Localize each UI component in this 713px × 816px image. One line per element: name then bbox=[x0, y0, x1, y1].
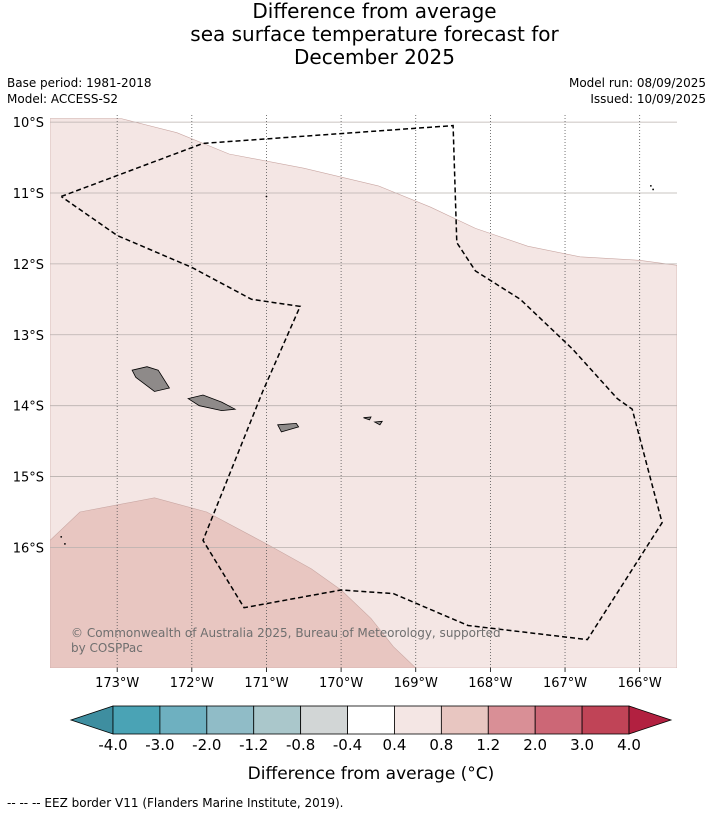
islet-dot bbox=[60, 535, 63, 538]
islet-dot bbox=[64, 543, 66, 545]
lon-tick-label: 166°W bbox=[618, 676, 662, 691]
colorbar-extend-low bbox=[69, 705, 114, 735]
colorbar-bin bbox=[253, 705, 302, 735]
issued-date: Issued: 10/09/2025 bbox=[590, 92, 706, 106]
eez-border-line bbox=[60, 124, 663, 641]
colorbar-bin bbox=[347, 705, 395, 735]
lat-tick-label: 16°S bbox=[13, 541, 44, 556]
lat-tick-label: 11°S bbox=[13, 187, 44, 202]
colorbar-tick-label: 4.0 bbox=[617, 736, 641, 754]
island-savaii bbox=[131, 366, 171, 392]
base-period: Base period: 1981-2018 bbox=[7, 76, 152, 90]
map-layer bbox=[50, 115, 686, 668]
lat-tick-label: 13°S bbox=[13, 329, 44, 344]
lon-tick-label: 172°W bbox=[170, 676, 214, 691]
islet-dot bbox=[265, 195, 268, 198]
colorbar-extend-high bbox=[628, 705, 673, 735]
meta-right: Model run: 08/09/2025 Issued: 10/09/2025 bbox=[569, 75, 706, 107]
colorbar-bin bbox=[581, 705, 630, 735]
colorbar-tick-label: 3.0 bbox=[570, 736, 595, 754]
colorbar-bin bbox=[159, 705, 208, 735]
meta-left: Base period: 1981-2018 Model: ACCESS-S2 bbox=[7, 75, 152, 107]
colorbar-bin bbox=[487, 705, 536, 735]
island-tutuila bbox=[277, 422, 300, 433]
lat-tick-label: 14°S bbox=[13, 400, 44, 415]
lon-tick-label: 171°W bbox=[244, 676, 288, 691]
colorbar-tick-label: 2.0 bbox=[523, 736, 548, 754]
colorbar-tick-label: -2.0 bbox=[192, 736, 222, 754]
title-line-1: Difference from average bbox=[252, 0, 497, 23]
colorbar-title: Difference from average (°C) bbox=[247, 764, 495, 784]
colorbar-bin bbox=[206, 705, 255, 735]
colorbar-tick-label: 0.8 bbox=[429, 736, 454, 754]
lat-tick-label: 10°S bbox=[13, 116, 44, 131]
colorbar-tick-label: 1.2 bbox=[476, 736, 501, 754]
colorbar-bin bbox=[534, 705, 583, 735]
model-run: Model run: 08/09/2025 bbox=[568, 76, 706, 90]
island-manua-tau bbox=[373, 420, 383, 426]
colorbar-tick-label: -0.4 bbox=[332, 736, 363, 754]
colorbar-tick-label: 0.4 bbox=[382, 736, 407, 754]
lon-tick-label: 169°W bbox=[394, 676, 438, 691]
island-upolu bbox=[187, 394, 237, 412]
colorbar-tick-label: -3.0 bbox=[145, 736, 175, 754]
islet-dot bbox=[649, 184, 652, 187]
title-line-3: December 2025 bbox=[294, 45, 455, 69]
colorbar-bin bbox=[112, 705, 161, 735]
title-line-2: sea surface temperature forecast for bbox=[190, 22, 559, 46]
lat-tick-label: 12°S bbox=[13, 258, 44, 273]
eez-footnote: -- -- -- EEZ border V11 (Flanders Marine… bbox=[7, 796, 344, 810]
colorbar-bin bbox=[394, 705, 442, 735]
zone-anomaly-0.8-1.2 bbox=[50, 497, 417, 668]
colorbar-bin bbox=[440, 705, 489, 735]
lon-tick-label: 173°W bbox=[95, 676, 139, 691]
islet-dot bbox=[684, 231, 686, 233]
lat-tick-label: 15°S bbox=[13, 471, 44, 486]
islet-dot bbox=[652, 188, 655, 191]
lon-tick-label: 168°W bbox=[468, 676, 512, 691]
lon-tick-label: 170°W bbox=[319, 676, 363, 691]
colorbar-bin bbox=[300, 705, 348, 735]
model-name: Model: ACCESS-S2 bbox=[7, 92, 119, 106]
chart-title: Difference from average sea surface temp… bbox=[0, 0, 713, 69]
colorbar-tick-label: -0.8 bbox=[285, 736, 316, 754]
island-manua-ofu bbox=[363, 416, 372, 421]
colorbar-tick-label: -4.0 bbox=[98, 736, 128, 754]
lon-tick-label: 167°W bbox=[543, 676, 587, 691]
copyright-notice: © Commonwealth of Australia 2025, Bureau… bbox=[71, 626, 501, 655]
colorbar-tick-label: -1.2 bbox=[239, 736, 269, 754]
